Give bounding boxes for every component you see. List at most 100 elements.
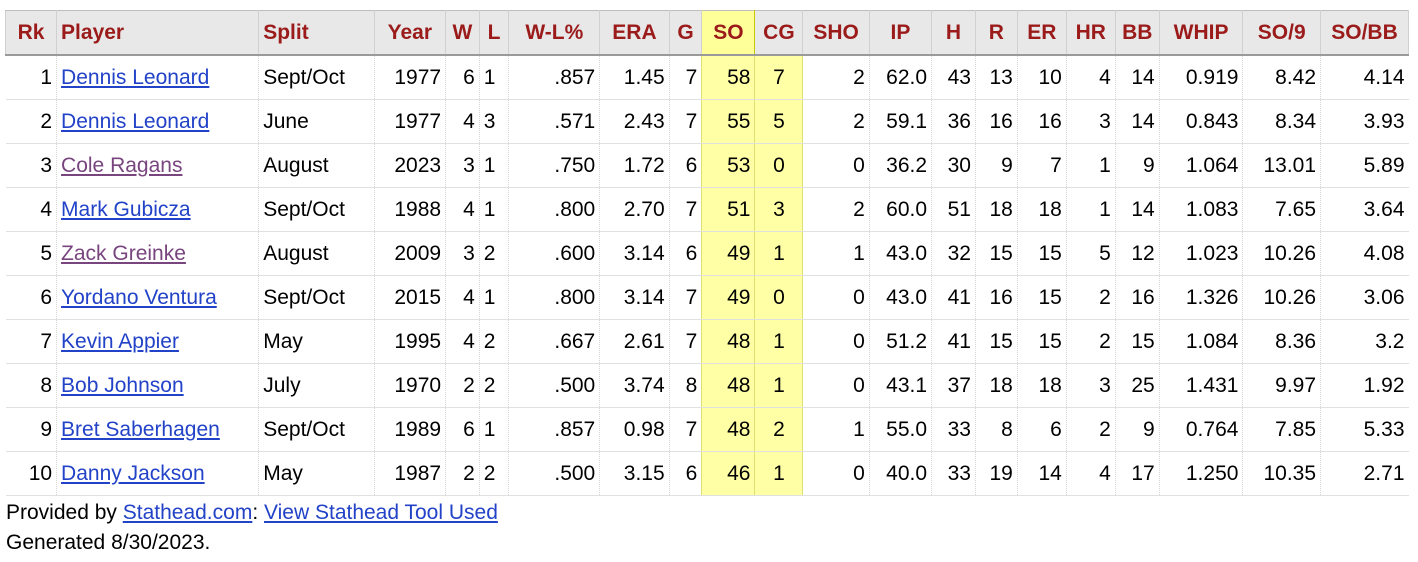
cell-sobb: 4.08 (1320, 231, 1409, 276)
cell-cg: 1 (754, 231, 804, 276)
column-header-player[interactable]: Player (56, 10, 260, 56)
cell-so9: 7.65 (1242, 187, 1321, 232)
player-link[interactable]: Dennis Leonard (61, 65, 210, 89)
cell-sobb: 3.93 (1320, 99, 1409, 144)
player-link[interactable]: Dennis Leonard (61, 109, 210, 133)
player-link[interactable]: Yordano Ventura (61, 285, 217, 309)
cell-split: Sept/Oct (258, 187, 375, 232)
cell-sobb: 4.14 (1320, 55, 1409, 100)
cell-whip: 1.250 (1158, 451, 1243, 496)
cell-g: 6 (668, 231, 702, 276)
view-tool-link[interactable]: View Stathead Tool Used (264, 501, 498, 524)
column-header-sho[interactable]: SHO (802, 10, 870, 56)
cell-so9: 8.34 (1242, 99, 1321, 144)
cell-so: 48 (701, 319, 756, 364)
cell-er: 15 (1016, 231, 1067, 276)
player-link[interactable]: Danny Jackson (61, 461, 205, 485)
player-link[interactable]: Zack Greinke (61, 241, 186, 265)
stats-table-container: Rk Player Split Year W L W-L% ERA G SO CG SHO IP H R ER… (4, 10, 1409, 558)
cell-cg: 1 (754, 451, 804, 496)
column-header-so-bb[interactable]: SO/BB (1320, 10, 1409, 56)
cell-r: 15 (974, 319, 1018, 364)
column-header-hr[interactable]: HR (1065, 10, 1116, 56)
column-header-year[interactable]: Year (373, 10, 447, 56)
column-header-w-l[interactable]: W-L% (508, 10, 601, 56)
player-link[interactable]: Mark Gubicza (61, 197, 191, 221)
cell-er: 16 (1016, 99, 1067, 144)
cell-so: 46 (701, 451, 756, 496)
column-header-era[interactable]: ERA (599, 10, 670, 56)
table-row: 10 Danny Jackson May 1987 2 2.500 3.15 6 46 1 0 40.… (5, 451, 1409, 496)
cell-er: 14 (1016, 451, 1067, 496)
cell-ip: 51.2 (868, 319, 932, 364)
player-link[interactable]: Bob Johnson (61, 373, 184, 397)
column-header-l[interactable]: L (478, 10, 510, 56)
cell-year: 2015 (373, 275, 446, 320)
cell-wl: .857 (508, 407, 600, 452)
cell-player: Danny Jackson (56, 451, 259, 496)
column-header-so[interactable]: SO (701, 10, 756, 56)
cell-so9: 13.01 (1242, 143, 1321, 188)
cell-ip: 40.0 (868, 451, 932, 496)
cell-so: 51 (701, 187, 756, 232)
cell-ip: 36.2 (868, 143, 932, 188)
stathead-link[interactable]: Stathead.com (122, 501, 253, 524)
cell-wl: .500 (508, 363, 600, 408)
cell-ip: 62.0 (868, 55, 932, 100)
player-link[interactable]: Cole Ragans (61, 153, 183, 177)
cell-rk: 7 (5, 319, 57, 364)
cell-w: 6 (445, 407, 480, 452)
column-header-ip[interactable]: IP (868, 10, 933, 56)
cell-so: 58 (701, 55, 756, 100)
cell-rk: 6 (5, 275, 57, 320)
cell-rk: 3 (5, 143, 57, 188)
cell-wl: .800 (508, 187, 600, 232)
column-header-r[interactable]: R (974, 10, 1018, 56)
cell-bb: 15 (1114, 319, 1160, 364)
cell-hr: 4 (1065, 451, 1116, 496)
cell-h: 41 (931, 275, 976, 320)
cell-rk: 8 (5, 363, 57, 408)
cell-sobb: 5.89 (1320, 143, 1409, 188)
cell-year: 1987 (373, 451, 446, 496)
cell-rk: 1 (5, 55, 57, 100)
cell-rk: 5 (5, 231, 57, 276)
column-header-er[interactable]: ER (1016, 10, 1067, 56)
column-header-so-9[interactable]: SO/9 (1242, 10, 1322, 56)
cell-so: 48 (701, 363, 756, 408)
cell-whip: 1.083 (1158, 187, 1243, 232)
column-header-cg[interactable]: CG (754, 10, 804, 56)
cell-w: 4 (445, 187, 480, 232)
cell-player: Bob Johnson (56, 363, 259, 408)
cell-sho: 0 (802, 143, 870, 188)
cell-h: 33 (931, 451, 976, 496)
cell-rk: 10 (5, 451, 57, 496)
cell-g: 7 (668, 275, 702, 320)
cell-w: 3 (445, 143, 480, 188)
cell-w: 2 (445, 451, 480, 496)
cell-hr: 2 (1065, 407, 1116, 452)
cell-sho: 2 (802, 187, 870, 232)
cell-split: June (258, 99, 375, 144)
cell-hr: 1 (1065, 187, 1116, 232)
player-link[interactable]: Bret Saberhagen (61, 417, 220, 441)
column-header-w[interactable]: W (445, 10, 480, 56)
cell-l: 2 (478, 319, 509, 364)
player-link[interactable]: Kevin Appier (61, 329, 179, 353)
column-header-g[interactable]: G (668, 10, 703, 56)
column-header-bb[interactable]: BB (1114, 10, 1160, 56)
cell-g: 7 (668, 187, 702, 232)
cell-er: 15 (1016, 319, 1067, 364)
cell-era: 3.74 (599, 363, 670, 408)
provided-by-line: Provided by Stathead.com: View Stathead … (6, 498, 1409, 528)
column-header-rk[interactable]: Rk (4, 10, 58, 56)
cell-sobb: 1.92 (1320, 363, 1409, 408)
cell-sho: 0 (802, 451, 870, 496)
cell-cg: 1 (754, 319, 804, 364)
column-header-h[interactable]: H (931, 10, 976, 56)
table-row: 4 Mark Gubicza Sept/Oct 1988 4 1.800 2.70 7 51 3 2… (5, 187, 1409, 232)
column-header-split[interactable]: Split (258, 10, 375, 56)
column-header-whip[interactable]: WHIP (1158, 10, 1244, 56)
cell-g: 6 (668, 143, 702, 188)
cell-sho: 0 (802, 363, 870, 408)
